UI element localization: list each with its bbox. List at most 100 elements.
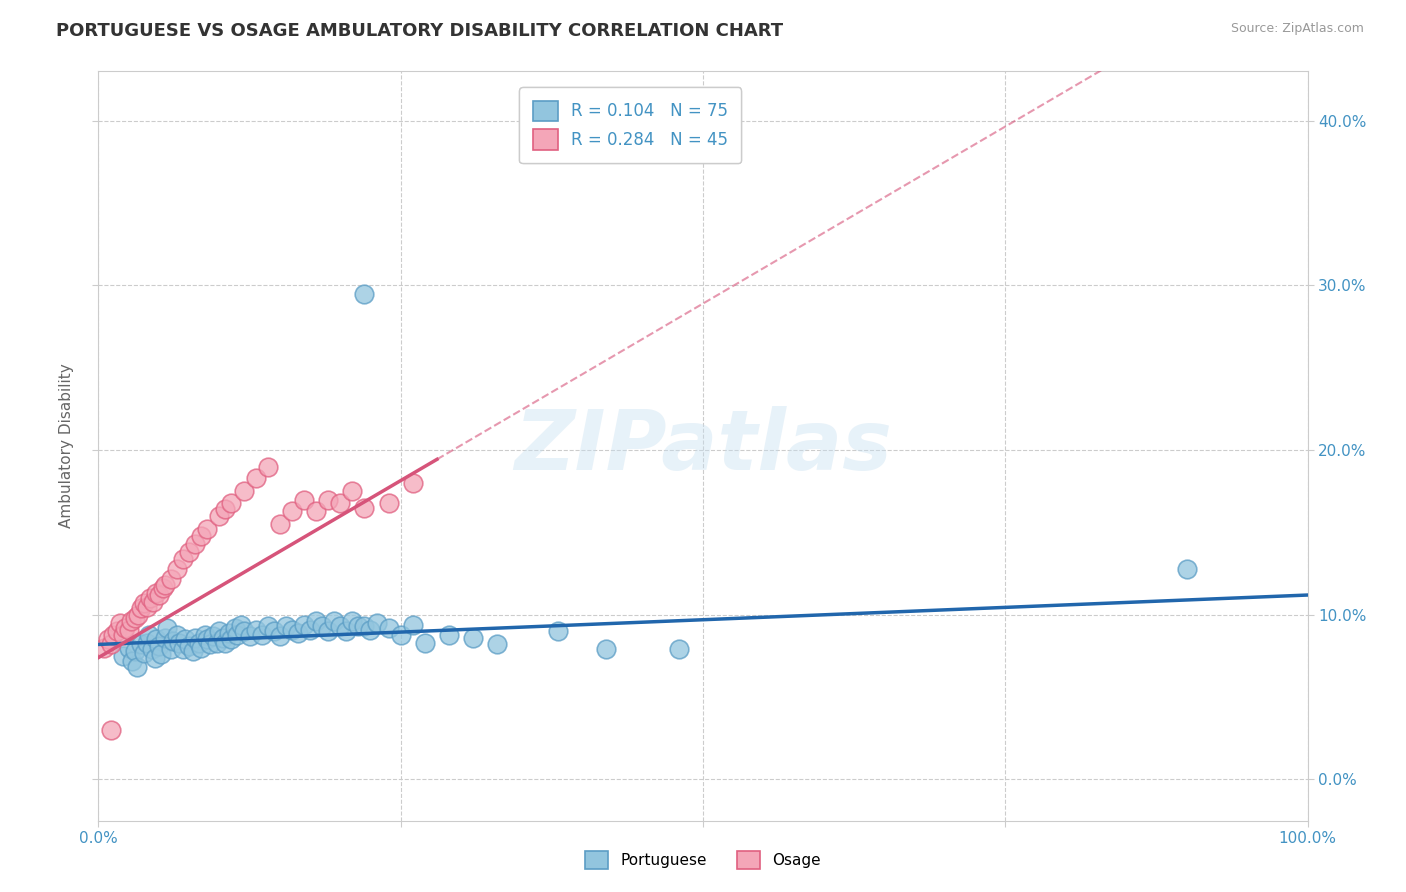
Point bbox=[160, 572, 183, 586]
Point bbox=[124, 611, 146, 625]
Point bbox=[127, 660, 149, 674]
Point bbox=[121, 654, 143, 668]
Point bbox=[118, 640, 141, 655]
Point bbox=[274, 619, 297, 633]
Point bbox=[184, 537, 207, 551]
Point bbox=[148, 588, 170, 602]
Point bbox=[187, 636, 209, 650]
Point bbox=[129, 601, 152, 615]
Point bbox=[139, 591, 162, 606]
Point bbox=[463, 631, 485, 645]
Point bbox=[174, 632, 197, 647]
Point bbox=[239, 629, 262, 643]
Point bbox=[547, 624, 569, 639]
Point bbox=[342, 615, 364, 629]
Point bbox=[292, 617, 315, 632]
Point bbox=[135, 599, 157, 614]
Point bbox=[389, 627, 412, 641]
Point bbox=[360, 623, 382, 637]
Point bbox=[269, 629, 291, 643]
Point bbox=[256, 459, 278, 474]
Point bbox=[134, 596, 156, 610]
Point bbox=[142, 594, 165, 608]
Point bbox=[281, 623, 304, 637]
Point bbox=[169, 636, 191, 650]
Point bbox=[311, 619, 333, 633]
Point bbox=[145, 632, 167, 647]
Point bbox=[172, 642, 194, 657]
Point bbox=[172, 551, 194, 566]
Point bbox=[195, 522, 218, 536]
Point bbox=[93, 640, 115, 655]
Point bbox=[101, 627, 124, 641]
Point bbox=[287, 626, 309, 640]
Point bbox=[111, 648, 134, 663]
Point bbox=[138, 627, 160, 641]
Point bbox=[221, 632, 243, 647]
Point bbox=[377, 496, 399, 510]
Point bbox=[150, 648, 173, 662]
Point bbox=[245, 623, 267, 637]
Point bbox=[202, 629, 225, 643]
Point bbox=[97, 632, 120, 647]
Text: Source: ZipAtlas.com: Source: ZipAtlas.com bbox=[1230, 22, 1364, 36]
Point bbox=[141, 642, 163, 657]
Point bbox=[353, 286, 375, 301]
Point bbox=[181, 644, 204, 658]
Point bbox=[668, 642, 690, 657]
Point bbox=[166, 627, 188, 641]
Point bbox=[292, 492, 315, 507]
Point bbox=[263, 624, 285, 639]
Point bbox=[218, 626, 240, 640]
Point bbox=[205, 636, 228, 650]
Point bbox=[135, 636, 157, 650]
Point bbox=[232, 484, 254, 499]
Point bbox=[347, 619, 370, 633]
Point bbox=[226, 627, 249, 641]
Point bbox=[114, 621, 136, 635]
Point bbox=[111, 627, 134, 641]
Point bbox=[281, 504, 304, 518]
Point bbox=[148, 639, 170, 653]
Point bbox=[366, 615, 388, 630]
Point bbox=[129, 637, 152, 651]
Point bbox=[250, 627, 273, 641]
Point bbox=[305, 504, 328, 518]
Point bbox=[145, 586, 167, 600]
Point bbox=[134, 646, 156, 660]
Point bbox=[256, 619, 278, 633]
Point bbox=[184, 631, 207, 645]
Point bbox=[377, 621, 399, 635]
Point bbox=[437, 627, 460, 641]
Point bbox=[221, 496, 243, 510]
Point bbox=[208, 624, 231, 639]
Point bbox=[329, 619, 352, 633]
Legend: Portuguese, Osage: Portuguese, Osage bbox=[579, 845, 827, 875]
Point bbox=[212, 631, 235, 645]
Point bbox=[153, 578, 176, 592]
Point bbox=[195, 632, 218, 647]
Point bbox=[245, 471, 267, 485]
Point bbox=[127, 607, 149, 622]
Point bbox=[120, 615, 142, 629]
Y-axis label: Ambulatory Disability: Ambulatory Disability bbox=[59, 364, 75, 528]
Point bbox=[190, 529, 212, 543]
Point bbox=[229, 617, 252, 632]
Point bbox=[323, 615, 346, 629]
Point bbox=[595, 642, 617, 657]
Point bbox=[194, 627, 217, 641]
Point bbox=[413, 636, 436, 650]
Point bbox=[152, 582, 174, 596]
Point bbox=[208, 508, 231, 523]
Point bbox=[486, 637, 509, 651]
Point bbox=[214, 636, 236, 650]
Point bbox=[179, 545, 201, 559]
Point bbox=[299, 623, 322, 637]
Point bbox=[124, 644, 146, 658]
Text: ZIPatlas: ZIPatlas bbox=[515, 406, 891, 486]
Point bbox=[100, 723, 122, 737]
Point bbox=[316, 624, 339, 639]
Point bbox=[162, 634, 184, 648]
Point bbox=[329, 496, 352, 510]
Point bbox=[118, 623, 141, 637]
